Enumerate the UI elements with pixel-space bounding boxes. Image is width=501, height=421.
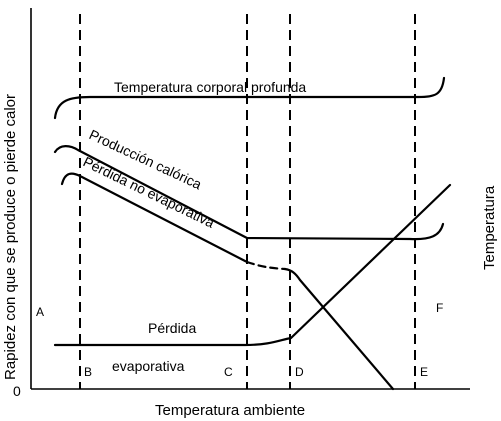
zone-label-b: B [84,365,92,379]
core-temp-label: Temperatura corporal profunda [114,79,306,95]
zone-label-c: C [224,365,233,379]
origin-label: 0 [13,383,21,399]
zone-label-d: D [295,365,304,379]
evaporative-loss-curve [53,183,452,347]
non-evaporative-loss-decline [283,267,395,391]
non-evaporative-loss-curve [60,172,249,264]
zone-label-e: E [420,365,428,379]
non-evaporative-loss-transition [245,260,287,271]
zone-label-a: A [36,305,44,319]
y-axis-label-left: Rapidez con que se produce o pierde calo… [2,94,19,380]
y-axis-label-right: Temperatura [481,185,498,270]
evaporative-loss-label-line1: Pérdida [148,320,196,336]
evaporative-loss-label-line2: evaporativa [112,358,185,374]
core-temperature-curve [53,76,446,120]
heat-production-curve [53,145,445,241]
x-axis-label: Temperatura ambiente [155,402,305,419]
zone-label-f: F [436,301,443,315]
